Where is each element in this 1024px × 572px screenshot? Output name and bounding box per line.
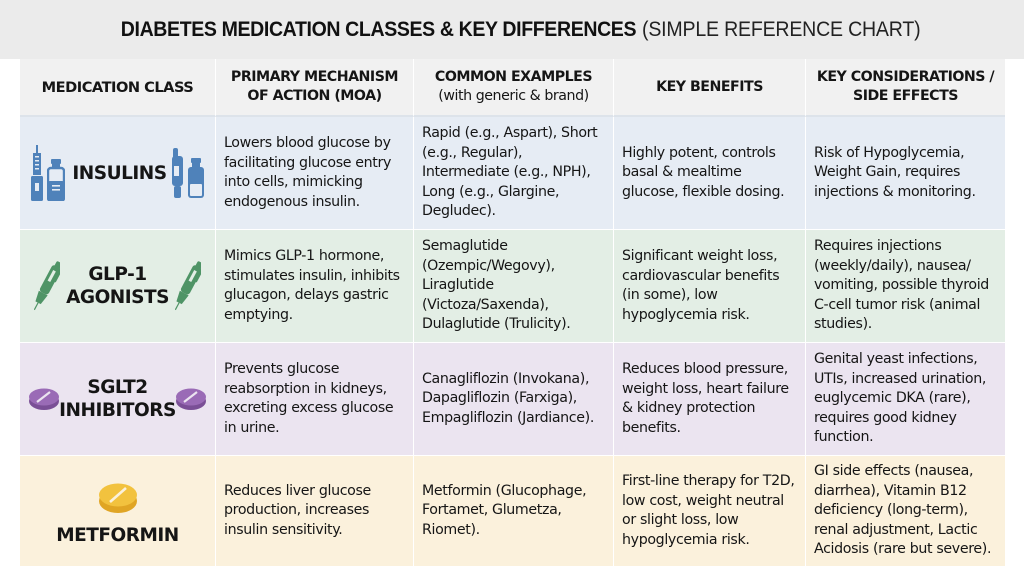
injection-pen-icon-right [175,259,201,313]
class-label: AGONISTS [66,287,169,308]
medication-table: MEDICATION CLASS PRIMARY MECHANISM OF AC… [20,59,1005,567]
considerations-cell: Genital yeast infections, UTIs, increase… [806,343,1005,456]
examples-cell: Semaglutide (Ozempic/Wegovy), Liraglutid… [414,230,614,343]
column-header-moa: PRIMARY MECHANISM OF ACTION (MOA) [216,59,414,117]
insulin-icons-left [30,145,65,201]
column-header-sublabel: (with generic & brand) [438,88,589,104]
moa-cell: Lowers blood glucose by facilitating glu… [216,117,414,230]
pill-tablet-icon-right [175,387,207,411]
injection-pen-icon [175,261,201,311]
moa-cell: Reduces liver glucose production, increa… [216,456,414,567]
column-header-label: COMMON EXAMPLES [434,69,593,85]
insulin-pen-icon [172,148,183,198]
page-title: DIABETES MEDICATION CLASSES & KEY DIFFER… [0,0,1024,59]
considerations-cell: Requires injections (weekly/daily), naus… [806,230,1005,343]
class-cell-metformin: METFORMIN [20,456,216,567]
pill-tablet-icon [29,388,59,410]
column-header-label: KEY CONSIDERATIONS / SIDE EFFECTS [816,69,995,104]
column-header-label: KEY BENEFITS [656,78,763,95]
benefits-cell: First-line therapy for T2D, low cost, we… [614,456,806,567]
class-label: SGLT2 [87,377,148,398]
insulin-pen-icon [31,145,43,201]
class-label: METFORMIN [56,524,179,546]
title-main: DIABETES MEDICATION CLASSES & KEY DIFFER… [121,17,637,41]
class-label: INSULINS [72,162,167,184]
pill-tablet-icon [98,483,137,513]
moa-cell: Prevents glucose reabsorption in kidneys… [216,343,414,456]
class-label: INHIBITORS [59,400,176,421]
considerations-cell: Risk of Hypoglycemia, Weight Gain, requi… [806,117,1005,230]
pill-tablet-icon-left [28,387,60,411]
examples-cell: Rapid (e.g., Aspart), Short (e.g., Regul… [414,117,614,230]
column-header-medication-class: MEDICATION CLASS [20,59,216,117]
benefits-cell: Highly potent, controls basal & mealtime… [614,117,806,230]
class-cell-sglt2-inhibitors: SGLT2 INHIBITORS [20,343,216,456]
vial-icon [188,158,204,198]
class-cell-glp1-agonists: GLP-1 AGONISTS [20,230,216,343]
column-header-benefits: KEY BENEFITS [614,59,806,117]
column-header-label: PRIMARY MECHANISM OF ACTION (MOA) [230,69,399,104]
examples-cell: Canagliflozin (Invokana), Dapagliflozin … [414,343,614,456]
pill-tablet-icon [176,388,206,410]
column-header-examples: COMMON EXAMPLES (with generic & brand) [414,59,614,117]
title-subtitle: (SIMPLE REFERENCE CHART) [642,17,921,41]
injection-pen-icon-left [34,259,60,313]
benefits-cell: Significant weight loss, cardiovascular … [614,230,806,343]
column-header-considerations: KEY CONSIDERATIONS / SIDE EFFECTS [806,59,1005,117]
vial-icon [47,159,65,201]
injection-pen-icon [34,261,60,311]
class-cell-insulins: INSULINS [20,117,216,230]
column-header-label: MEDICATION CLASS [41,78,194,96]
examples-cell: Metformin (Glucophage, Fortamet, Glumetz… [414,456,614,567]
insulin-icons-right [170,148,205,198]
moa-cell: Mimics GLP-1 hormone, stimulates insulin… [216,230,414,343]
benefits-cell: Reduces blood pressure, weight loss, hea… [614,343,806,456]
class-label: GLP-1 [88,264,147,285]
considerations-cell: GI side effects (nausea, diarrhea), Vita… [806,456,1005,567]
